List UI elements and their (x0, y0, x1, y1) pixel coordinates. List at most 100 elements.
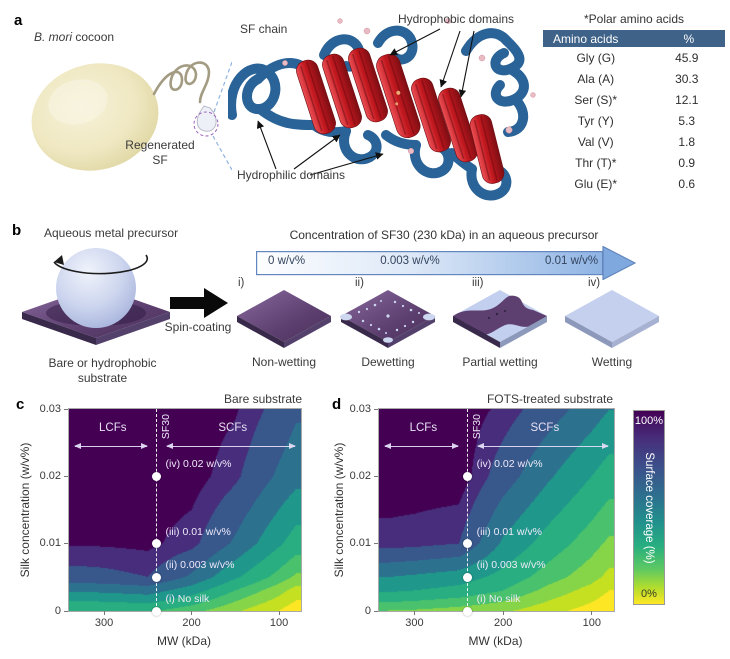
hydrophobic-arrows (389, 28, 475, 98)
sf30-dashed-line (466, 409, 468, 611)
tile-3-numeral: iii) (472, 277, 484, 289)
y-tick-label: 0.02 (349, 469, 371, 482)
amino-acid-pct: 0.9 (678, 155, 696, 170)
panel-b-letter: b (12, 222, 22, 239)
x-tick-mark (591, 611, 593, 615)
plot-c-title: Bare substrate (223, 392, 302, 406)
condition-marker-label: (i) No silk (165, 593, 210, 605)
tile-wetting (565, 290, 659, 348)
condition-marker-label: (ii) 0.003 w/v% (476, 559, 546, 572)
amino-acid-name: Gly (G) (576, 50, 616, 65)
sf30-label: SF30 (470, 414, 483, 440)
lcf-range-arrow (74, 442, 148, 449)
table-row: Gly (G) 45.9 (543, 47, 725, 68)
tile-1-numeral: i) (238, 277, 245, 289)
y-tick-mark (374, 610, 378, 612)
amino-acid-pct: 1.8 (678, 134, 696, 149)
condition-marker-label: (iv) 0.02 w/v% (476, 458, 543, 471)
spin-arrowhead (54, 255, 64, 265)
plot-c-ylabel: Silk concentration (w/v%) (18, 442, 32, 578)
bare-substrate-label: Bare or hydrophobic substrate (48, 356, 157, 385)
tile-2-numeral: ii) (355, 277, 364, 289)
tile-partial-wetting (453, 290, 547, 348)
magnify-circle (193, 111, 219, 137)
table-row: Val (V) 1.8 (543, 131, 725, 152)
tile-4-numeral: iv) (588, 277, 601, 289)
substrate-side-right (96, 312, 170, 345)
y-tick-mark (374, 408, 378, 410)
condition-marker-dot (152, 572, 162, 582)
x-tick-mark (413, 611, 415, 615)
x-tick-mark (191, 611, 193, 615)
tile-3-name: Partial wetting (462, 355, 538, 369)
sf30-dashed-line (155, 409, 157, 611)
scf-region-label: SCFs (218, 422, 248, 434)
partial-film (453, 295, 547, 335)
table-row: Ser (S)* 12.1 (543, 89, 725, 110)
colorbar-max-label: 100% (634, 415, 664, 427)
hydrophilic-arrows (256, 120, 384, 176)
panel-c-letter: c (16, 396, 25, 413)
x-tick-mark (502, 611, 504, 615)
condition-marker-dot (152, 539, 162, 549)
hydrophilic-domains-label: Hydrophilic domains (236, 168, 346, 182)
condition-marker-dot (152, 606, 162, 616)
x-tick-label: 300 (94, 617, 114, 629)
sf-chain-illustration (228, 18, 536, 201)
y-tick-mark (64, 475, 68, 477)
amino-acid-name: Val (V) (577, 134, 614, 149)
sf30-label: SF30 (159, 414, 172, 440)
sf-droplet (196, 105, 217, 132)
contour-canvas-fots (379, 409, 614, 611)
amino-acid-name: Glu (E)* (574, 176, 618, 191)
condition-marker-label: (ii) 0.003 w/v% (165, 559, 235, 572)
table-body: Gly (G) 45.9 Ala (A) 30.3 Ser (S)* 12.1 … (543, 47, 725, 194)
x-tick-label: 200 (493, 617, 513, 629)
amino-acid-name: Ser (S)* (574, 92, 618, 107)
conc-label-0003: 0.003 w/v% (380, 255, 440, 267)
contour-plot-fots: LCFs SCFs SF30 (i) No silk (ii) 0.003 w/v… (350, 403, 615, 629)
y-tick-mark (64, 543, 68, 545)
cocoon-word: cocoon (72, 30, 115, 44)
contour-canvas-bare (69, 409, 301, 611)
x-tick-mark (278, 611, 280, 615)
panel-d-letter: d (332, 396, 342, 413)
droplet-on-substrate (22, 248, 170, 345)
x-tick-label: 100 (269, 617, 289, 629)
condition-marker-label: (iv) 0.02 w/v% (165, 458, 232, 471)
condition-marker-label: (iii) 0.01 w/v% (476, 525, 543, 538)
amino-acid-pct: 45.9 (675, 50, 699, 65)
process-arrow (170, 288, 228, 318)
silk-thread (152, 61, 211, 104)
conc-label-001: 0.01 w/v% (545, 255, 599, 267)
tile-1-name: Non-wetting (251, 355, 317, 369)
sf-chain-label: SF chain (240, 22, 288, 36)
x-tick-label: 200 (182, 617, 201, 629)
y-tick-label: 0.01 (39, 537, 61, 550)
condition-marker-dot (463, 606, 473, 616)
condition-marker-dot (152, 471, 162, 481)
species-name: B. mori (34, 30, 73, 44)
y-tick-label: 0 (54, 604, 61, 617)
y-tick-label: 0.03 (39, 402, 61, 415)
spin-coating-label: Spin-coating (164, 320, 232, 334)
condition-marker-dot (463, 471, 473, 481)
hydrophobic-cylinders (296, 47, 505, 184)
amino-acid-name: Ala (A) (577, 71, 615, 86)
amino-acid-pct: 12.1 (675, 92, 699, 107)
plot-c-xlabel: MW (kDa) (157, 634, 211, 648)
tile-4-name: Wetting (591, 355, 633, 369)
y-tick-mark (64, 610, 68, 612)
lcf-region-label: LCFs (409, 422, 438, 434)
conc-label-0: 0 w/v% (268, 255, 306, 267)
spin-arrow (53, 254, 149, 275)
substrate-side-left (22, 312, 96, 345)
plot-d-xlabel: MW (kDa) (468, 634, 523, 648)
amino-acid-pct: 5.3 (678, 113, 696, 128)
y-tick-label: 0.03 (349, 402, 371, 415)
col-percent: % (683, 31, 695, 46)
colorbar-title: Surface coverage (%) (643, 451, 655, 564)
dewetted-droplets (340, 300, 435, 343)
table-header: Amino acids % (543, 30, 725, 47)
